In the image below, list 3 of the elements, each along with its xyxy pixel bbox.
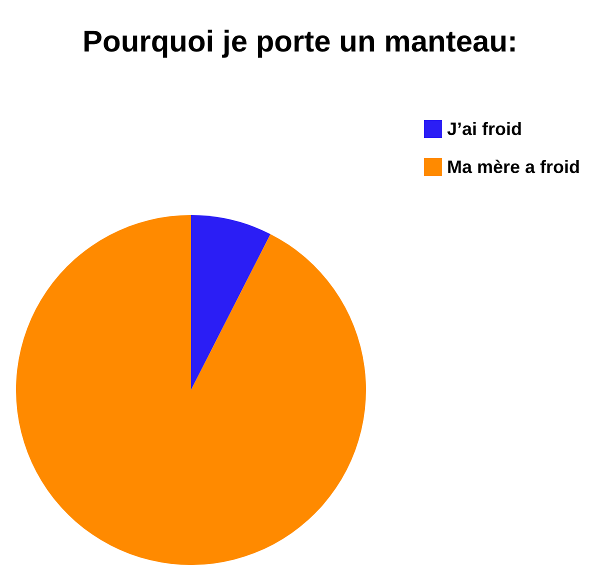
legend-label: Ma mère a froid (446, 157, 580, 177)
chart-title: Pourquoi je porte un manteau: (82, 26, 518, 58)
legend-label: J’ai froid (446, 119, 522, 139)
